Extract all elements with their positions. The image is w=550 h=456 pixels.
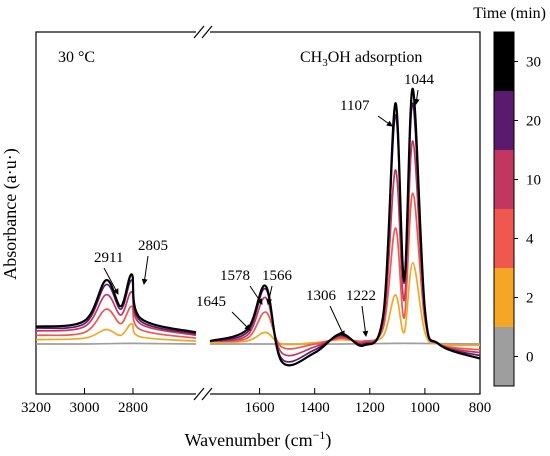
x-tick-label: 3000: [69, 400, 99, 416]
series-line-20min-left: [35, 279, 197, 335]
y-axis-label: Absorbance (a·u·): [0, 148, 21, 279]
x-tick-label: 800: [469, 400, 492, 416]
peak-arrow-1044: [413, 89, 420, 105]
x-tick-label: 1400: [300, 400, 330, 416]
x-tick-label: 1600: [245, 400, 275, 416]
series-line-0min-right: [209, 342, 481, 345]
peak-arrow-1578: [249, 285, 263, 305]
peak-label-1044: 1044: [404, 72, 435, 88]
series-line-0min-left: [35, 342, 197, 345]
colorbar: 0 2 4 10 20 30: [493, 31, 541, 387]
series-line-4min-right: [209, 192, 481, 351]
peak-label-1566: 1566: [262, 268, 293, 284]
colorbar-level-label: 10: [526, 173, 541, 189]
peak-arrow-1306: [329, 305, 345, 337]
peak-label-2805: 2805: [138, 238, 168, 254]
series-line-30min-left: [35, 273, 197, 334]
colorbar-segment: [494, 91, 514, 150]
colorbar-segment: [494, 32, 514, 91]
colorbar-level-label: 2: [526, 291, 534, 307]
plot-frame: [35, 31, 481, 395]
series-line-4min-left: [35, 305, 197, 340]
series-layer: [35, 87, 481, 367]
colorbar-segment: [494, 150, 514, 209]
peak-label-1578: 1578: [220, 268, 250, 284]
colorbar-segment: [494, 268, 514, 327]
x-tick-label: 1000: [410, 400, 440, 416]
peak-label-1306: 1306: [306, 288, 337, 304]
peak-label-1645: 1645: [196, 294, 226, 310]
colorbar-level-label: 4: [526, 232, 534, 248]
peak-arrow-1645: [231, 311, 251, 331]
colorbar-frame: [493, 31, 515, 387]
x-ticks: 3200 3000 2800 1600 1400 1200 1000 800: [21, 388, 491, 416]
series-line-10min-left: [35, 290, 197, 337]
series-line-30min-right: [209, 87, 481, 367]
colorbar-segment: [494, 327, 514, 386]
series-line-2min-right: [209, 261, 481, 347]
x-tick-label: 1200: [355, 400, 385, 416]
colorbar-level-label: 0: [526, 350, 534, 366]
peak-arrow-1222: [361, 305, 369, 337]
peak-label-1107: 1107: [340, 98, 370, 114]
colorbar-level-label: 30: [526, 55, 541, 71]
x-tick-label: 3200: [21, 400, 51, 416]
peak-label-1222: 1222: [346, 288, 376, 304]
peak-annotations: 2911 2805 1645 1578 1566 1306 1222 1107 1044: [94, 72, 435, 337]
condition-label: CH3OH adsorption: [300, 49, 422, 69]
x-tick-label: 2800: [118, 400, 148, 416]
series-line-2min-left: [35, 322, 197, 342]
peak-arrow-1107: [377, 115, 393, 127]
peak-arrow-2911: [103, 267, 119, 295]
colorbar-segment: [494, 209, 514, 268]
x-axis-label: Wavenumber (cm−1): [185, 428, 332, 451]
peak-arrow-1566: [266, 285, 273, 305]
colorbar-level-label: 20: [526, 114, 541, 130]
axis-break-bottom: [193, 387, 213, 401]
temperature-label: 30 °C: [58, 49, 95, 66]
peak-label-2911: 2911: [94, 250, 123, 266]
axis-break-top: [193, 25, 213, 39]
colorbar-title: Time (min): [473, 5, 546, 22]
peak-arrow-2805: [141, 255, 149, 285]
